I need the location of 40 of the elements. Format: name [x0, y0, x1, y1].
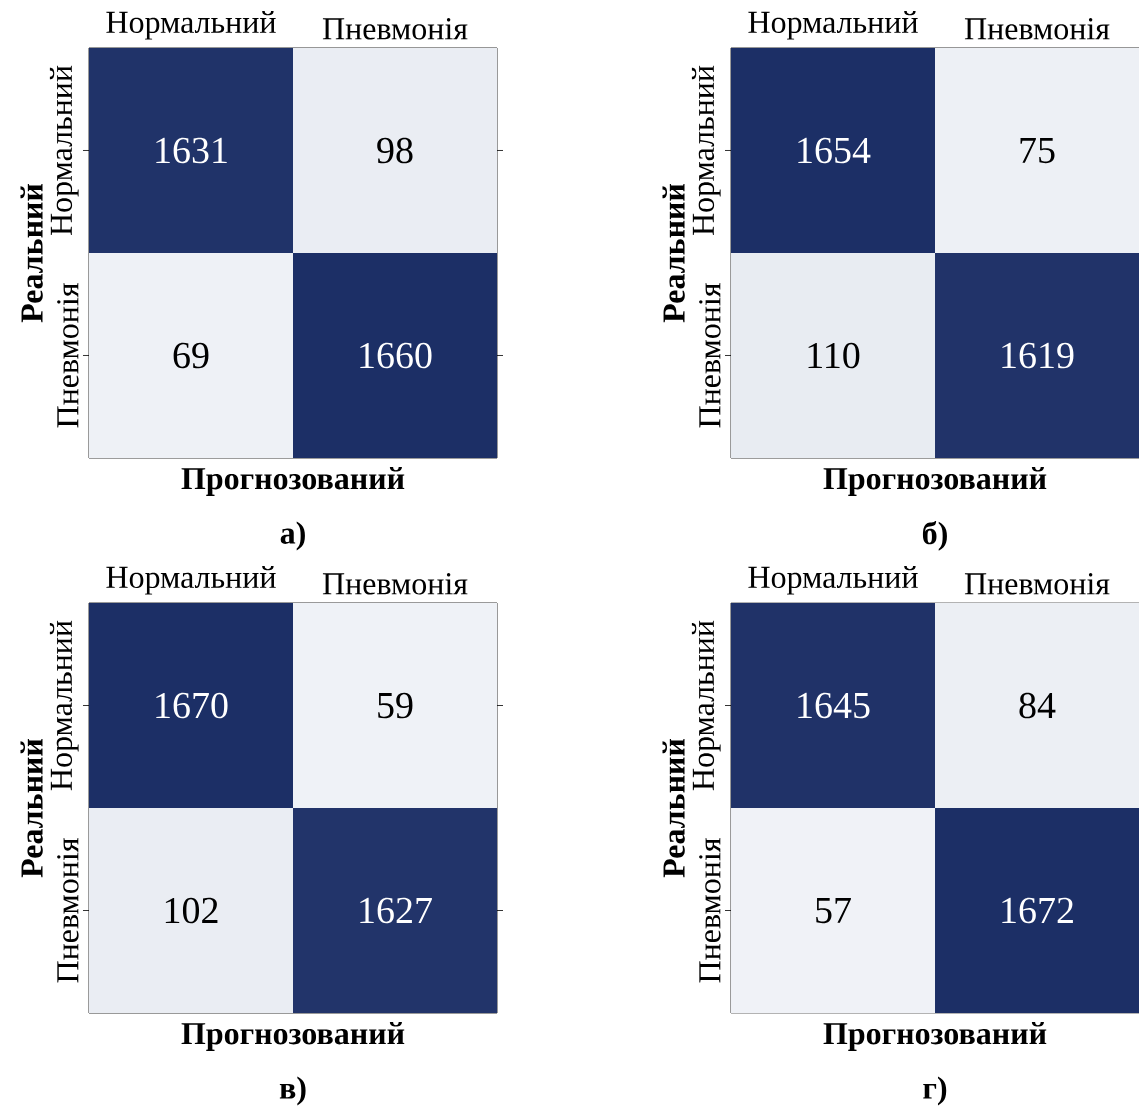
- data-label: 57: [816, 897, 851, 924]
- x-axis-title: Прогнозований: [823, 1022, 1047, 1051]
- x-tick-label: Нормальний: [106, 10, 276, 40]
- y-axis-title: Реальний: [662, 738, 685, 878]
- y-tick-label: Пневмонія: [57, 283, 79, 428]
- y-axis-title: Реальний: [662, 183, 685, 323]
- data-label: 1631: [156, 137, 227, 164]
- text: в): [279, 1076, 306, 1106]
- x-tick-label: Пневмонія: [322, 18, 468, 40]
- x-axis-title: Прогнозований: [181, 1022, 405, 1051]
- x-tick-label: Пневмонія: [964, 573, 1110, 595]
- data-label: 75: [1020, 137, 1055, 164]
- y-axis-title: Реальний: [20, 738, 43, 878]
- x-tick-label: Нормальний: [748, 565, 918, 595]
- y-tick-label: Пневмонія: [699, 838, 721, 983]
- x-axis-title: Прогнозований: [181, 467, 405, 496]
- data-label: 1672: [1002, 897, 1073, 924]
- data-label: 1670: [156, 692, 228, 719]
- text: б): [922, 521, 947, 551]
- text: г): [923, 1076, 947, 1106]
- data-label: 110: [808, 342, 860, 369]
- data-label: 1660: [360, 342, 432, 369]
- data-label: 102: [165, 897, 218, 924]
- y-axis-title: Реальний: [20, 183, 43, 323]
- x-axis-title: Прогнозований: [823, 467, 1047, 496]
- y-tick-label: Пневмонія: [699, 283, 721, 428]
- data-label: 84: [1019, 692, 1056, 719]
- data-label: 59: [378, 692, 413, 719]
- x-tick-label: Пневмонія: [322, 573, 468, 595]
- x-tick-label: Нормальний: [106, 565, 276, 595]
- x-tick-label: Нормальний: [748, 10, 918, 40]
- data-label: 69: [173, 342, 209, 369]
- x-tick-label: Пневмонія: [964, 18, 1110, 40]
- text: а): [280, 521, 305, 551]
- data-label: 1654: [798, 137, 871, 164]
- data-label: 1627: [360, 897, 432, 924]
- data-label: 98: [377, 137, 413, 164]
- y-tick-label: Пневмонія: [57, 838, 79, 983]
- data-label: 1619: [1002, 342, 1074, 369]
- data-label: 1645: [798, 692, 870, 719]
